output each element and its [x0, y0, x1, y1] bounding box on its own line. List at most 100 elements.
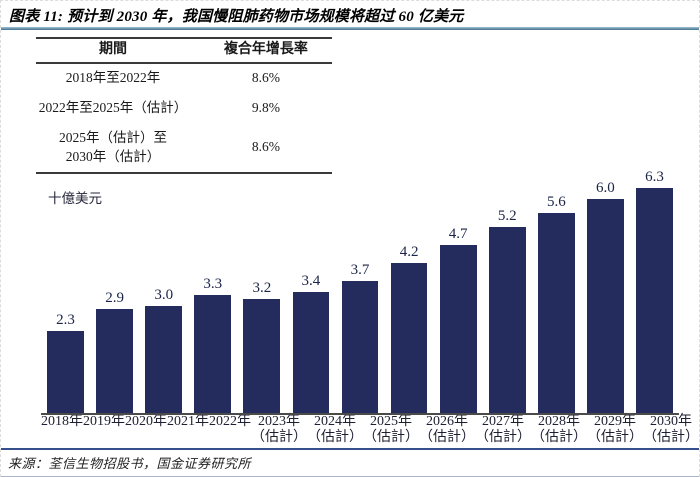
bar-value-label: 2.3 [56, 312, 75, 328]
x-tick-estimate-note [125, 430, 167, 446]
bar-slot: 3.0 [139, 158, 188, 413]
table-cell-period: 2025年（估計）至 2030年（估計） [36, 129, 190, 165]
period-line: 2018年至2022年 [65, 70, 161, 86]
x-tick-estimate-note: （估計） [531, 430, 587, 445]
x-tick-label: 2018年 [41, 414, 83, 446]
figure-title: 图表 11: 预计到 2030 年，我国慢阻肺药物市场规模将超过 60 亿美元 [9, 9, 464, 25]
bar [439, 245, 477, 413]
source-divider [1, 448, 699, 450]
x-tick-label: 2029年 （估計） [587, 414, 643, 446]
title-divider [1, 27, 699, 30]
bar [47, 331, 84, 413]
bar [636, 188, 673, 413]
table-header-cagr: 複合年增長率 [223, 42, 308, 58]
x-tick-label: 2019年 [83, 414, 125, 446]
bar-value-label: 5.6 [546, 194, 566, 210]
bar [537, 213, 575, 413]
table-cell-cagr: 8.6% [251, 70, 280, 86]
x-tick-year: 2028年 [538, 414, 580, 429]
x-tick-estimate-note [41, 430, 83, 446]
bar-value-label: 5.2 [497, 208, 517, 224]
x-tick-estimate-note: （估計） [307, 430, 363, 445]
bar-slot: 2.9 [90, 158, 139, 413]
x-tick-label: 2021年 [167, 414, 209, 446]
bar-value-label: 3.2 [252, 280, 272, 296]
table-header-period: 期間 [98, 42, 127, 58]
period-line: 2022年至2025年（估計） [38, 99, 188, 115]
x-tick-year: 2025年 [370, 414, 412, 429]
bar [292, 292, 330, 413]
bar-value-label: 3.4 [301, 273, 321, 289]
bar [145, 306, 183, 413]
table-cell-cagr: 9.8% [251, 99, 280, 115]
bar-value-label: 3.7 [350, 262, 370, 278]
cagr-table: 期間 複合年增長率 2018年至2022年 8.6% 2022年至2025年（估計）… [36, 37, 332, 174]
period-line: 2030年（估計） [65, 148, 161, 164]
x-tick-year: 2024年 [314, 414, 356, 429]
x-tick-label: 2026年 （估計） [419, 414, 475, 446]
x-tick-estimate-note: （估計） [419, 430, 475, 445]
bar-slot: 4.2 [385, 158, 434, 413]
table-row: 2022年至2025年（估計） 9.8% [36, 93, 332, 123]
y-axis-unit-label: 十億美元 [48, 191, 102, 206]
x-tick-label: 2027年 （估計） [475, 414, 531, 446]
bar-slot: 6.0 [581, 158, 630, 413]
x-tick-year: 2023年 [258, 414, 300, 429]
x-tick-estimate-note [167, 430, 209, 446]
table-row: 2018年至2022年 8.6% [36, 64, 332, 93]
x-tick-label: 2028年 （估計） [531, 414, 587, 446]
x-tick-estimate-note: （估計） [475, 430, 531, 445]
bar-chart-plot: 2.3 2.9 3.0 3.3 3.2 3.4 3.7 4.2 4.7 5.2 5.6 6.0 6.3 [41, 158, 679, 415]
table-row: 2025年（估計）至 2030年（估計） 8.6% [36, 123, 332, 172]
bar [488, 227, 526, 413]
x-axis-labels: 2018年 2019年 2020年 2021年 2022年 2023年 （估計） 2… [41, 414, 699, 446]
bar-slot: 3.7 [335, 158, 384, 413]
bar-slot: 6.3 [630, 158, 679, 413]
x-tick-estimate-note [209, 430, 251, 446]
bar-value-label: 6.0 [596, 180, 615, 196]
bar-slot: 3.4 [286, 158, 335, 413]
x-tick-year: 2021年 [167, 414, 209, 429]
bar-slot: 4.7 [434, 158, 483, 413]
bar-value-label: 4.7 [448, 226, 468, 242]
bar [341, 281, 379, 413]
bar [390, 263, 428, 413]
x-tick-estimate-note: （估計） [643, 430, 699, 445]
bar [587, 199, 624, 413]
bar-value-label: 6.3 [645, 169, 664, 185]
table-cell-cagr: 8.6% [251, 139, 280, 155]
x-tick-year: 2026年 [426, 414, 468, 429]
bar-slot: 5.2 [483, 158, 532, 413]
bar-slot: 3.3 [188, 158, 237, 413]
bar [243, 299, 281, 413]
x-tick-estimate-note [83, 430, 125, 446]
table-cell-period: 2018年至2022年 [36, 69, 190, 87]
x-tick-year: 2022年 [209, 414, 251, 429]
x-tick-year: 2030年 [650, 414, 692, 429]
period-line: 2025年（估計）至 [58, 130, 167, 146]
x-tick-year: 2029年 [594, 414, 636, 429]
bar [194, 295, 232, 413]
x-tick-label: 2030年 （估計） [643, 414, 699, 446]
bar [96, 309, 134, 413]
bar-value-label: 2.9 [105, 290, 124, 306]
cagr-table-header: 期間 複合年增長率 [36, 39, 332, 64]
x-tick-estimate-note: （估計） [363, 430, 419, 445]
x-tick-label: 2023年 （估計） [251, 414, 307, 446]
bar-value-label: 3.3 [203, 276, 223, 292]
x-tick-year: 2027年 [482, 414, 524, 429]
x-tick-year: 2020年 [125, 414, 167, 429]
bar-slot: 3.2 [237, 158, 286, 413]
bar-slot: 5.6 [532, 158, 581, 413]
x-tick-label: 2025年 （估計） [363, 414, 419, 446]
x-tick-label: 2020年 [125, 414, 167, 446]
x-tick-year: 2019年 [83, 414, 125, 429]
x-tick-estimate-note: （估計） [251, 430, 307, 445]
x-tick-estimate-note: （估計） [587, 430, 643, 445]
table-cell-period: 2022年至2025年（估計） [36, 99, 190, 117]
source-note: 来源：荃信生物招股书，国金证券研究所 [8, 456, 252, 471]
cagr-table-body: 2018年至2022年 8.6% 2022年至2025年（估計） 9.8% 2025年（… [36, 64, 332, 174]
bar-value-label: 3.0 [154, 287, 174, 303]
x-tick-label: 2022年 [209, 414, 251, 446]
